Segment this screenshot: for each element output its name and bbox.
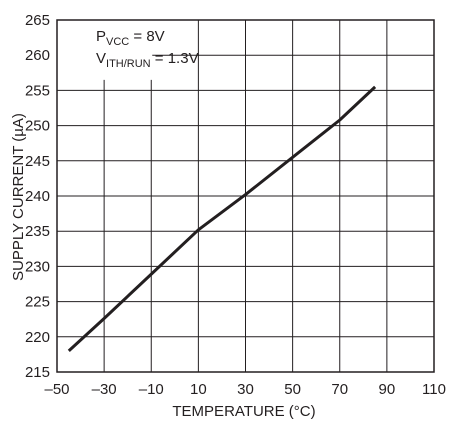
x-tick-labels: –50 –30 –10 10 30 50 70 90 110: [44, 381, 445, 398]
y-tick-label: 250: [25, 118, 50, 135]
y-tick-label: 245: [25, 153, 50, 170]
annotation-vith-value: = 1.3V: [151, 50, 199, 67]
y-tick-label: 240: [25, 188, 50, 205]
annotation-box: PVCC = 8V VITH/RUN = 1.3V: [96, 28, 199, 70]
annotation-pvcc-value: = 8V: [129, 28, 164, 45]
y-tick-label: 255: [25, 82, 50, 99]
x-tick-label: 70: [331, 381, 348, 398]
x-tick-label: 30: [237, 381, 254, 398]
y-axis-label: SUPPLY CURRENT (µA): [10, 113, 27, 281]
x-axis-label: TEMPERATURE (°C): [172, 403, 315, 420]
y-tick-label: 215: [25, 364, 50, 381]
x-tick-label: 110: [422, 381, 446, 398]
annotation-vith-sub: ITH/RUN: [106, 58, 151, 70]
y-tick-label: 225: [25, 294, 50, 311]
y-tick-label: 265: [25, 12, 50, 29]
x-tick-label: 10: [190, 381, 207, 398]
plot-frame: [56, 19, 435, 373]
annotation-pvcc-sub: VCC: [106, 36, 129, 48]
series-line: [67, 85, 377, 353]
y-tick-label: 220: [25, 329, 50, 346]
x-tick-label: –30: [92, 381, 117, 398]
annotation-pvcc-main: P: [96, 28, 106, 45]
annotation-pvcc: PVCC = 8V: [96, 28, 165, 48]
y-tick-label: 260: [25, 47, 50, 64]
y-tick-labels: 215 220 225 230 235 240 245 250 255 260 265: [25, 12, 50, 381]
y-tick-label: 235: [25, 223, 50, 240]
x-tick-label: 90: [379, 381, 396, 398]
x-tick-label: –10: [139, 381, 164, 398]
series-lines: [67, 85, 377, 353]
grid-lines: [57, 20, 434, 372]
x-tick-label: –50: [44, 381, 69, 398]
annotation-vith: VITH/RUN = 1.3V: [96, 50, 199, 70]
plot-border: [56, 19, 435, 373]
annotation-vith-main: V: [96, 50, 106, 67]
y-tick-label: 230: [25, 258, 50, 275]
x-tick-label: 50: [284, 381, 301, 398]
